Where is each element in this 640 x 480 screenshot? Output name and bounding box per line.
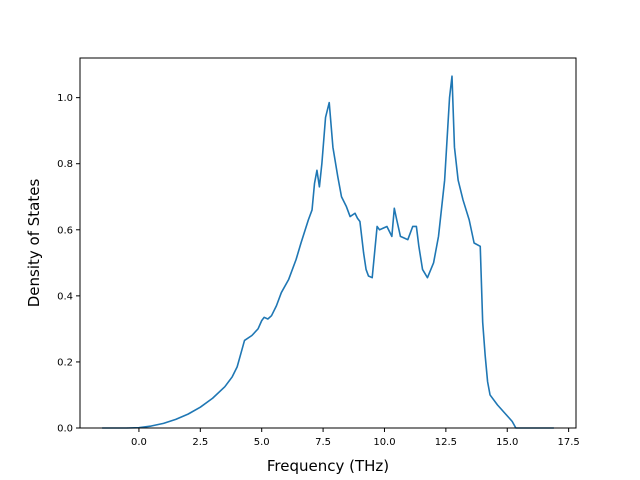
y-axis-label: Density of States (25, 179, 43, 308)
plot-area (80, 58, 576, 428)
y-tick-label: 0.2 (57, 357, 73, 368)
plot-frame (79, 57, 577, 429)
x-tick-label: 10.0 (373, 437, 395, 448)
y-tick-label: 1.0 (57, 93, 73, 104)
x-tick-label: 5.0 (254, 437, 270, 448)
series-layer (102, 75, 554, 429)
x-tick-label: 17.5 (558, 437, 580, 448)
x-axis-label: Frequency (THz) (267, 457, 389, 475)
x-tick-label: 12.5 (435, 437, 457, 448)
x-tick-label: 2.5 (192, 437, 208, 448)
x-tick-label: 15.0 (496, 437, 518, 448)
y-tick-label: 0.0 (57, 424, 73, 435)
y-tick-label: 0.8 (57, 159, 73, 170)
y-tick-label: 0.6 (57, 225, 73, 236)
series-line-0 (102, 75, 554, 429)
y-tick-label: 0.4 (57, 291, 73, 302)
x-tick-label: 0.0 (131, 437, 147, 448)
x-ticks: 0.0 2.5 5.0 7.5 10.0 12.5 15.0 17.5 (131, 428, 580, 448)
x-tick-label: 7.5 (315, 437, 331, 448)
y-ticks: 0.0 0.2 0.4 0.6 0.8 1.0 (57, 93, 80, 435)
